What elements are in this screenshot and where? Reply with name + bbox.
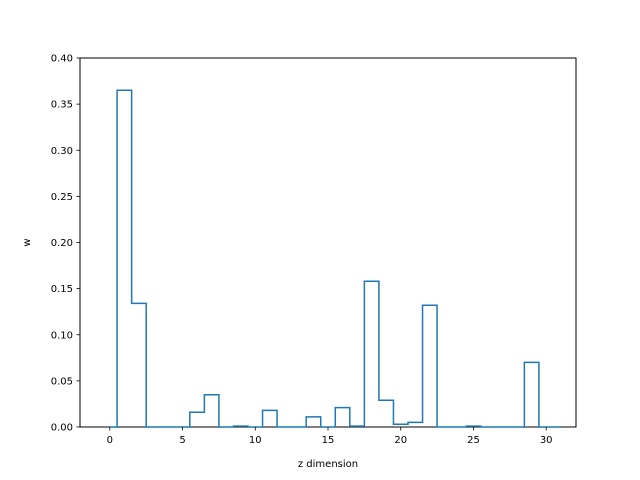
y-tick-label: 0.30	[51, 146, 73, 157]
y-tick-label: 0.40	[51, 54, 73, 65]
plot-area	[79, 57, 577, 428]
y-tick-label: 0.05	[51, 376, 73, 387]
y-tick-label: 0.25	[51, 192, 73, 203]
y-tick-label: 0.20	[51, 238, 73, 249]
plot-frame	[79, 57, 577, 428]
x-tick-label: 25	[467, 435, 480, 446]
y-axis-label: w	[22, 238, 33, 246]
x-tick-label: 20	[394, 435, 407, 446]
y-tick-label: 0.00	[51, 423, 73, 434]
x-axis: 0 5 10 15 20 25 30	[107, 427, 553, 446]
y-tick-label: 0.15	[51, 284, 73, 295]
x-tick-label: 10	[249, 435, 262, 446]
x-tick-label: 30	[540, 435, 553, 446]
x-axis-label: z dimension	[298, 459, 358, 470]
x-tick-label: 0	[107, 435, 113, 446]
x-tick-label: 15	[322, 435, 335, 446]
y-tick-label: 0.35	[51, 100, 73, 111]
y-axis: 0.00 0.05 0.10 0.15 0.20 0.25 0.30 0.35 0.40	[51, 54, 80, 434]
x-tick-label: 5	[179, 435, 185, 446]
series-line-0	[109, 89, 561, 428]
series-layer	[109, 89, 561, 428]
y-tick-label: 0.10	[51, 330, 73, 341]
